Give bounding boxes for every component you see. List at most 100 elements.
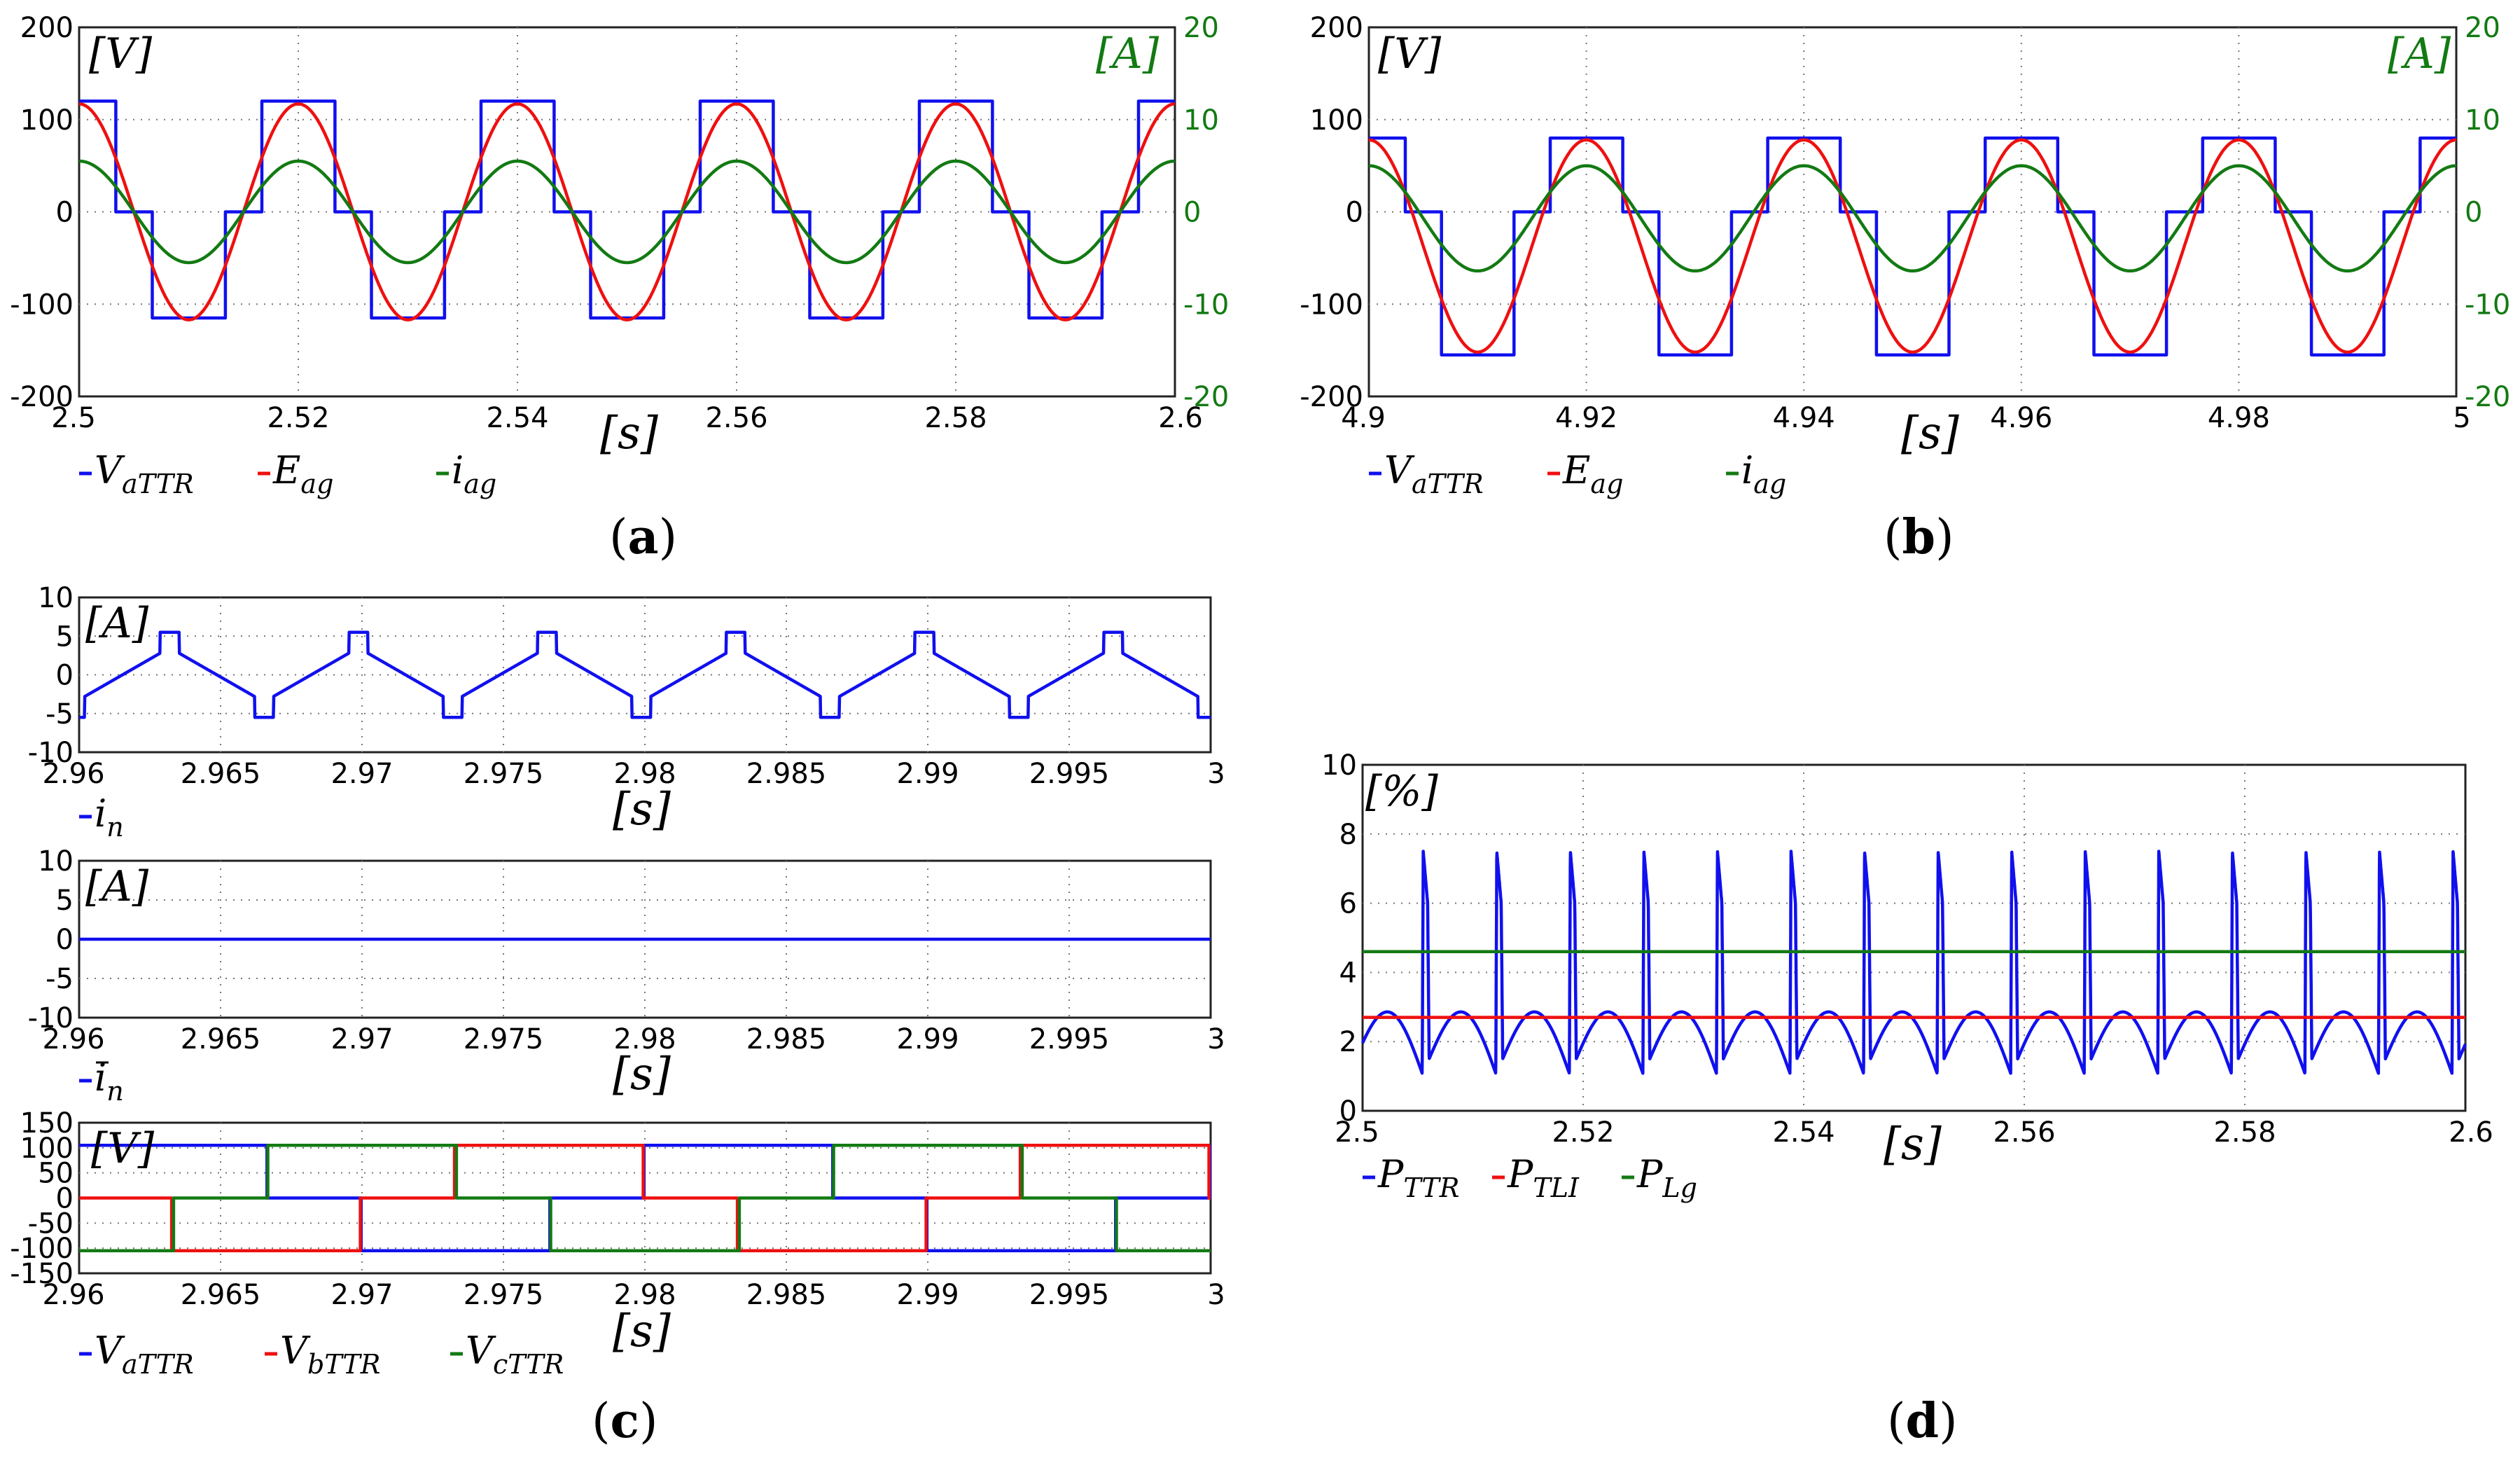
- panel-a-left-ticks: 200 100 0 -100 -200: [10, 12, 74, 413]
- x-tick-label: 2.98: [613, 758, 676, 790]
- panel-c1-grid: [79, 597, 1211, 752]
- series-v-cttr: [79, 1144, 1211, 1253]
- panel-c1-left-ticks: 10 5 0 -5 -10: [28, 582, 74, 769]
- y-tick-label: -200: [1300, 381, 1363, 413]
- panel-a-right-ticks: 20 10 0 -10 -20: [1183, 12, 1229, 413]
- series-v-bttr: [79, 1144, 1211, 1253]
- legend-entry-i-ag: iag: [452, 448, 496, 499]
- x-tick-label: 2.985: [746, 1279, 827, 1311]
- legend-entry-v-attr: VaTTR: [1384, 448, 1484, 499]
- y2-tick-label: 20: [1183, 12, 1219, 44]
- y-tick-label: 0: [56, 1183, 74, 1215]
- x-tick-label: 2.6: [1158, 402, 1203, 434]
- y2-tick-label: 0: [1183, 197, 1201, 229]
- panel-c1-legend: in: [79, 791, 124, 843]
- panel-c2-left-ticks: 10 5 0 -5 -10: [28, 845, 74, 1034]
- panel-d-left-unit: [%]: [1365, 767, 1438, 816]
- legend-entry-p-tli: PTLI: [1507, 1152, 1580, 1203]
- legend-entry-v-attr: VaTTR: [95, 448, 194, 499]
- x-tick-label: 2.965: [181, 1023, 261, 1055]
- legend-entry-i-n: in: [95, 791, 124, 843]
- y-tick-label: -50: [28, 1207, 74, 1240]
- panel-c2-x-ticks: 2.96 2.965 2.97 2.975 2.98 2.985 2.99 2.995 3: [42, 1023, 1225, 1055]
- series-e-ag: [78, 102, 1176, 321]
- x-tick-label: 4.96: [1990, 402, 2052, 434]
- x-tick-label: 2.975: [464, 758, 544, 790]
- y2-tick-label: 10: [1183, 104, 1219, 137]
- x-tick-label: 4.94: [1773, 402, 1835, 434]
- y-tick-label: -100: [10, 1233, 74, 1265]
- y-tick-label: 8: [1339, 819, 1357, 851]
- panel-c3-left-unit: [V]: [91, 1124, 155, 1173]
- panel-c3-traces: [79, 1144, 1212, 1253]
- panel-b-x-unit: [s]: [1901, 408, 1960, 459]
- y-tick-label: 0: [56, 660, 74, 692]
- x-tick-label: 2.97: [330, 1023, 393, 1055]
- series-v-attr: [79, 99, 1175, 320]
- panel-b-left-ticks: 200 100 0 -100 -200: [1300, 12, 1363, 413]
- y-tick-label: 5: [56, 621, 74, 653]
- y-tick-label: 50: [38, 1158, 74, 1190]
- panel-a-legend: VaTTR Eag iag: [79, 448, 496, 499]
- x-tick-label: 2.99: [896, 1279, 959, 1311]
- x-tick-label: 2.56: [1993, 1116, 2055, 1149]
- y2-tick-label: 10: [2465, 104, 2500, 137]
- panel-d-x-ticks: 2.5 2.52 2.54 2.56 2.58 2.6: [1335, 1116, 2493, 1149]
- panel-c1-x-ticks: 2.96 2.965 2.97 2.975 2.98 2.985 2.99 2.995 3: [42, 758, 1225, 790]
- legend-entry-e-ag: Eag: [1562, 448, 1623, 499]
- legend-entry-p-ttr: PTTR: [1377, 1152, 1459, 1203]
- y-tick-label: 0: [56, 924, 74, 956]
- x-tick-label: 4.98: [2208, 402, 2270, 434]
- y-tick-label: 100: [1310, 104, 1363, 137]
- x-tick-label: 2.58: [2213, 1116, 2276, 1149]
- panel-d-traces: [1360, 850, 2467, 1075]
- panel-d-legend: PTTR PTLI PLg: [1363, 1152, 1697, 1203]
- x-tick-label: 2.58: [924, 402, 987, 434]
- panel-c2-x-unit: [s]: [613, 1048, 671, 1100]
- x-tick-label: 2.99: [896, 758, 959, 790]
- panel-d-caption: (d): [1887, 1393, 1958, 1449]
- x-tick-label: 2.985: [746, 1023, 827, 1055]
- y-tick-label: 100: [20, 104, 74, 137]
- y-tick-label: 10: [38, 582, 74, 614]
- y-tick-label: 0: [1346, 197, 1363, 229]
- x-tick-label: 2.54: [486, 402, 548, 434]
- panel-b-right-ticks: 20 10 0 -10 -20: [2465, 12, 2510, 413]
- y-tick-label: 100: [20, 1133, 74, 1165]
- x-tick-label: 2.985: [746, 758, 827, 790]
- legend-entry-i-ag: iag: [1741, 448, 1786, 499]
- panel-c-caption: (c): [592, 1393, 657, 1449]
- panel-c1-left-unit: [A]: [85, 599, 149, 648]
- x-tick-label: 2.56: [705, 402, 767, 434]
- x-tick-label: 5: [2453, 402, 2470, 434]
- x-tick-label: 2.975: [464, 1023, 544, 1055]
- series-i-n: [78, 630, 1212, 719]
- x-tick-label: 3: [1207, 1023, 1225, 1055]
- panel-a-left-unit: [V]: [89, 29, 153, 78]
- legend-entry-v-bttr: VbTTR: [280, 1329, 380, 1380]
- panel-c3-legend: VaTTR VbTTR VcTTR: [79, 1329, 564, 1380]
- y-tick-label: 0: [56, 197, 74, 229]
- panel-c2-legend: in: [79, 1055, 124, 1107]
- y-tick-label: -5: [46, 698, 74, 730]
- y-tick-label: 200: [20, 12, 74, 44]
- x-tick-label: 2.5: [51, 402, 96, 434]
- panel-b-x-ticks: 4.9 4.92 4.94 4.96 4.98 5: [1341, 402, 2471, 434]
- panel-a-caption: (a): [609, 509, 677, 565]
- y2-tick-label: -10: [2465, 289, 2510, 321]
- y-tick-label: 0: [1339, 1095, 1357, 1128]
- y2-tick-label: 20: [2465, 12, 2500, 44]
- panel-d-x-unit: [s]: [1884, 1119, 1942, 1170]
- y-tick-label: 5: [56, 885, 74, 917]
- legend-entry-p-lg: PLg: [1636, 1152, 1697, 1203]
- x-tick-label: 2.965: [181, 758, 261, 790]
- y-tick-label: 6: [1339, 888, 1357, 920]
- x-tick-label: 2.965: [181, 1279, 261, 1311]
- y-tick-label: -150: [10, 1258, 74, 1290]
- y2-tick-label: -20: [2465, 381, 2510, 413]
- y2-tick-label: 0: [2465, 197, 2482, 229]
- x-tick-label: 2.96: [42, 1023, 104, 1055]
